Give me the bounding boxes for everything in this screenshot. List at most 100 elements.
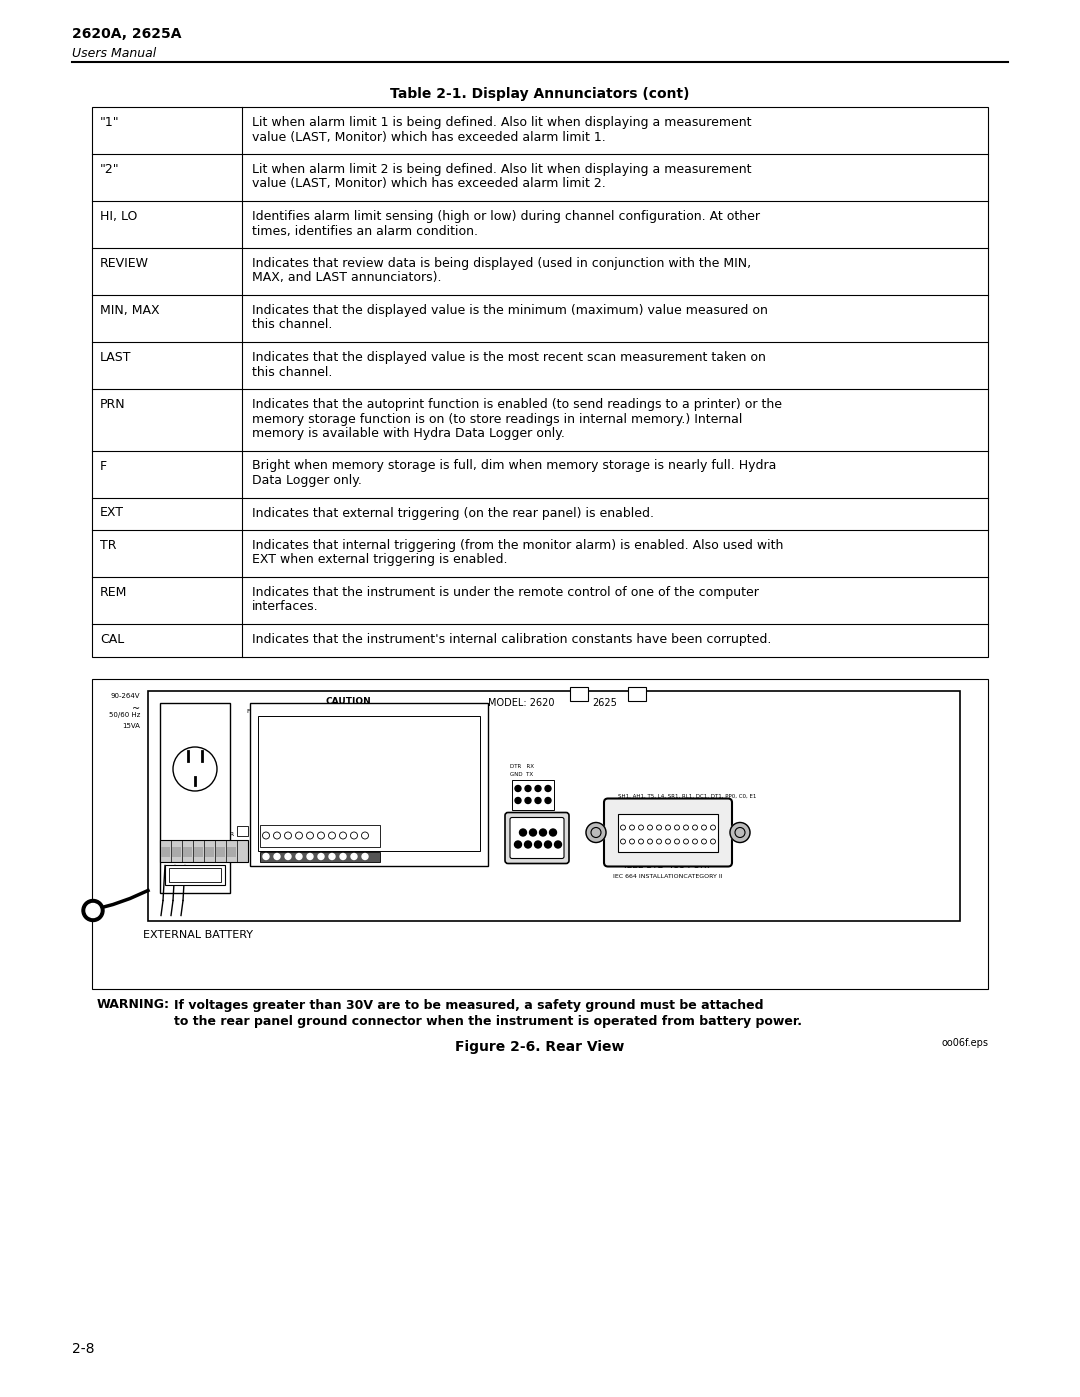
Text: +: + (163, 833, 168, 837)
Circle shape (82, 900, 104, 922)
Text: MODEL: 2620: MODEL: 2620 (488, 698, 554, 708)
Text: 90-264V: 90-264V (110, 693, 140, 698)
Text: 4: 4 (308, 819, 312, 823)
Text: 2620A, 2625A: 2620A, 2625A (72, 27, 181, 41)
Text: F: F (100, 460, 107, 472)
Text: Lit when alarm limit 1 is being defined. Also lit when displaying a measurement: Lit when alarm limit 1 is being defined.… (252, 116, 752, 129)
Circle shape (515, 785, 521, 792)
Text: Indicates that internal triggering (from the monitor alarm) is enabled. Also use: Indicates that internal triggering (from… (252, 539, 783, 552)
Circle shape (550, 828, 556, 835)
Circle shape (529, 828, 537, 835)
Bar (172, 847, 181, 856)
Circle shape (535, 798, 541, 803)
Circle shape (544, 841, 552, 848)
Text: times, identifies an alarm condition.: times, identifies an alarm condition. (252, 225, 478, 237)
Text: Indicates that the instrument is under the remote control of one of the computer: Indicates that the instrument is under t… (252, 585, 759, 599)
Circle shape (274, 854, 280, 859)
Text: FOR FIRE PROTECTION REPLACE WITH T 1/8A 250V (SLOW) FUSE: FOR FIRE PROTECTION REPLACE WITH T 1/8A … (247, 708, 449, 714)
Text: DTR   RX: DTR RX (510, 764, 534, 770)
Circle shape (545, 785, 551, 792)
Circle shape (264, 854, 269, 859)
Text: DC PWR: DC PWR (160, 800, 183, 806)
Text: ~: ~ (132, 704, 140, 714)
Text: LAST: LAST (100, 351, 132, 365)
Bar (160, 703, 230, 893)
Bar (227, 847, 237, 856)
Bar (160, 840, 248, 862)
Text: Identifies alarm limit sensing (high or low) during channel configuration. At ot: Identifies alarm limit sensing (high or … (252, 210, 760, 224)
Circle shape (535, 841, 541, 848)
Text: value (LAST, Monitor) which has exceeded alarm limit 2.: value (LAST, Monitor) which has exceeded… (252, 177, 606, 190)
Text: Σ: Σ (352, 819, 355, 823)
Circle shape (554, 841, 562, 848)
Text: Users Manual: Users Manual (72, 47, 157, 60)
Bar (260, 852, 380, 862)
Text: 15VA: 15VA (122, 722, 140, 728)
Text: CAL: CAL (100, 633, 124, 645)
Text: to the rear panel ground connector when the instrument is operated from battery : to the rear panel ground connector when … (174, 1016, 802, 1028)
Text: IEEE STD-488 PORT: IEEE STD-488 PORT (624, 861, 712, 869)
Text: V =: V = (164, 809, 174, 813)
Bar (618, 813, 718, 852)
Text: GND  TX: GND TX (510, 773, 534, 778)
Text: this channel.: this channel. (252, 319, 333, 331)
Bar (92, 108, 988, 657)
FancyBboxPatch shape (604, 799, 732, 866)
Bar (92, 679, 988, 989)
Text: Indicates that the instrument's internal calibration constants have been corrupt: Indicates that the instrument's internal… (252, 633, 771, 645)
Bar (183, 847, 192, 856)
Text: oo06f.eps: oo06f.eps (941, 1038, 988, 1049)
Bar (165, 865, 225, 884)
Circle shape (525, 798, 531, 803)
Circle shape (329, 854, 335, 859)
Text: PRN: PRN (100, 398, 125, 411)
Bar (161, 847, 170, 856)
Text: MEETS 0871 B: MEETS 0871 B (300, 809, 339, 814)
Text: TR: TR (100, 539, 117, 552)
Circle shape (340, 854, 346, 859)
Text: interfaces.: interfaces. (252, 601, 319, 613)
Text: Indicates that external triggering (on the rear panel) is enabled.: Indicates that external triggering (on t… (252, 507, 654, 520)
Text: EXT: EXT (100, 507, 124, 520)
Bar (512, 780, 554, 809)
Text: 1: 1 (197, 833, 201, 837)
Text: Indicates that review data is being displayed (used in conjunction with the MIN,: Indicates that review data is being disp… (252, 257, 751, 270)
Text: Indicates that the displayed value is the minimum (maximum) value measured on: Indicates that the displayed value is th… (252, 305, 768, 317)
Circle shape (730, 823, 750, 842)
FancyBboxPatch shape (505, 813, 569, 863)
Text: IEC 664 INSTALLATIONCATEGORY II: IEC 664 INSTALLATIONCATEGORY II (613, 875, 723, 880)
Text: 5: 5 (320, 819, 323, 823)
Text: value (LAST, Monitor) which has exceeded alarm limit 1.: value (LAST, Monitor) which has exceeded… (252, 130, 606, 144)
Text: +30V: +30V (178, 819, 193, 823)
Text: 2625: 2625 (592, 698, 617, 708)
Circle shape (86, 904, 100, 918)
Text: 2: 2 (286, 819, 289, 823)
Bar (194, 847, 203, 856)
Text: 6: 6 (330, 819, 334, 823)
Bar (237, 826, 248, 835)
Bar (260, 824, 380, 847)
Circle shape (514, 841, 522, 848)
Circle shape (307, 854, 313, 859)
Text: memory storage function is on (to store readings in internal memory.) Internal: memory storage function is on (to store … (252, 412, 742, 426)
Circle shape (540, 828, 546, 835)
Text: DIGITAL I/O: DIGITAL I/O (300, 859, 339, 865)
Text: COMPLIES FCC-15B: COMPLIES FCC-15B (289, 799, 350, 805)
Circle shape (586, 823, 606, 842)
Text: 1: 1 (275, 819, 279, 823)
Text: this channel.: this channel. (252, 366, 333, 379)
Text: Data Logger only.: Data Logger only. (252, 474, 362, 488)
Text: MIN, MAX: MIN, MAX (100, 305, 160, 317)
Bar (570, 686, 588, 700)
Circle shape (285, 854, 291, 859)
Bar (627, 686, 646, 700)
Text: 0: 0 (265, 819, 268, 823)
Circle shape (362, 854, 368, 859)
Text: EXTERNAL BATTERY: EXTERNAL BATTERY (143, 930, 253, 940)
Text: TR: TR (228, 833, 235, 837)
Text: △: △ (190, 817, 195, 823)
Text: REM: REM (100, 585, 127, 599)
Text: Lit when alarm limit 2 is being defined. Also lit when displaying a measurement: Lit when alarm limit 2 is being defined.… (252, 163, 752, 176)
Text: 7: 7 (341, 819, 345, 823)
FancyBboxPatch shape (510, 817, 564, 859)
